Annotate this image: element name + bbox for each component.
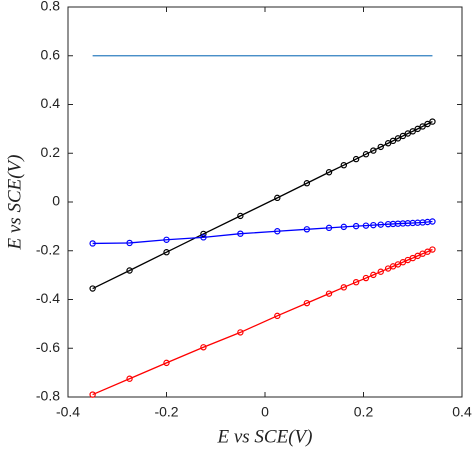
x-tick-label: -0.4 xyxy=(56,404,80,420)
data-point xyxy=(89,240,96,247)
series-line xyxy=(92,120,433,290)
data-point xyxy=(362,151,370,158)
data-point xyxy=(429,246,436,253)
data-point xyxy=(384,140,392,147)
data-point xyxy=(237,329,244,336)
data-point xyxy=(274,194,281,202)
x-axis-label: E vs SCE(V) xyxy=(217,426,313,447)
y-tick-label: -0.8 xyxy=(36,388,60,404)
data-point xyxy=(370,271,377,279)
data-point xyxy=(200,344,207,351)
data-point xyxy=(274,312,281,320)
data-point xyxy=(377,221,384,228)
x-tick-label: 0.2 xyxy=(354,404,374,420)
data-point xyxy=(274,228,281,235)
y-axis-label: E vs SCE(V) xyxy=(4,155,25,251)
x-tick-label: 0.4 xyxy=(452,404,472,420)
data-point xyxy=(389,137,397,145)
y-tick-label: 0.2 xyxy=(41,144,61,160)
data-point xyxy=(352,155,360,163)
series-line xyxy=(92,248,433,396)
data-point xyxy=(429,118,436,125)
data-point xyxy=(362,222,370,229)
data-point xyxy=(89,391,96,398)
data-point xyxy=(340,223,347,231)
data-point xyxy=(394,135,402,142)
data-point xyxy=(340,284,347,291)
data-point xyxy=(424,120,431,128)
data-point xyxy=(163,236,170,243)
data-point xyxy=(303,180,311,187)
data-point xyxy=(163,359,170,367)
data-point xyxy=(126,267,133,274)
data-point xyxy=(409,128,416,135)
data-point xyxy=(429,218,436,225)
y-tick-label: 0.4 xyxy=(41,95,61,111)
data-point xyxy=(325,224,333,232)
data-point xyxy=(419,123,426,130)
data-point xyxy=(237,230,244,237)
data-point xyxy=(303,299,311,307)
y-tick-label: -0.2 xyxy=(36,241,60,257)
data-point xyxy=(126,375,133,382)
data-point xyxy=(370,147,377,154)
data-point xyxy=(163,249,170,256)
y-tick-label: 0.8 xyxy=(41,0,61,14)
x-tick-label: -0.2 xyxy=(154,404,178,420)
data-point xyxy=(414,125,421,133)
x-tick-label: 0 xyxy=(261,404,269,420)
data-point xyxy=(200,230,207,238)
data-point xyxy=(377,268,384,275)
y-tick-label: -0.6 xyxy=(36,339,60,355)
plot-frame xyxy=(67,6,463,398)
data-point xyxy=(200,234,207,241)
data-point xyxy=(352,278,360,286)
data-point xyxy=(362,274,370,282)
data-point xyxy=(377,143,384,151)
data-point xyxy=(126,239,133,247)
data-point xyxy=(325,169,333,176)
data-point xyxy=(370,221,377,229)
data-point xyxy=(89,285,96,292)
data-point xyxy=(340,161,347,169)
data-point xyxy=(352,222,360,230)
y-tick-label: 0 xyxy=(52,193,60,209)
series-line xyxy=(92,220,433,245)
data-point xyxy=(237,212,244,220)
data-point xyxy=(325,290,333,297)
y-tick-label: 0.6 xyxy=(41,46,61,62)
data-point xyxy=(399,132,407,140)
y-tick-label: -0.4 xyxy=(36,290,60,306)
data-point xyxy=(303,226,311,233)
